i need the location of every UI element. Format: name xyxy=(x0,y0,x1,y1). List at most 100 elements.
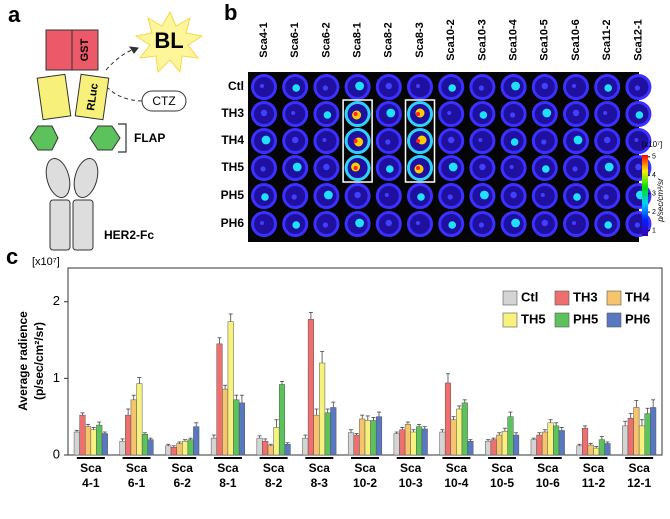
well-core xyxy=(261,135,271,145)
well-core xyxy=(541,219,548,227)
row-label: PH6 xyxy=(221,216,245,230)
well-core xyxy=(542,165,550,173)
colorbar-tick-label: 1 xyxy=(652,227,656,234)
bar xyxy=(353,434,360,456)
bar xyxy=(176,443,183,456)
colorbar-tick-label: 3 xyxy=(652,191,656,198)
well-hotspot xyxy=(416,139,420,143)
legend-swatch xyxy=(606,312,622,328)
well xyxy=(500,155,527,181)
well-core xyxy=(603,194,609,200)
well-core xyxy=(479,163,486,171)
column-label: Sca6-2 xyxy=(320,22,332,57)
well-core xyxy=(604,84,612,92)
well-core xyxy=(447,111,452,115)
well-core xyxy=(323,163,330,171)
bar xyxy=(238,402,245,456)
well-core xyxy=(510,138,519,146)
well-core xyxy=(292,84,301,92)
bar xyxy=(375,416,383,456)
bar xyxy=(622,425,629,456)
bar xyxy=(638,425,646,456)
legend-label: PH6 xyxy=(625,311,650,326)
well-core xyxy=(260,166,266,172)
legend-swatch xyxy=(606,290,622,306)
well-core xyxy=(323,111,332,119)
bar xyxy=(416,426,423,456)
colorbar-tick-label: 2 xyxy=(652,209,656,216)
bar xyxy=(96,424,103,456)
well-core xyxy=(448,221,457,229)
well-core xyxy=(573,193,581,201)
rluc-label: RLuc xyxy=(85,83,101,112)
well-core xyxy=(511,218,520,228)
rluc-box xyxy=(74,73,110,121)
well xyxy=(531,183,558,209)
x-tick-label: Sca 6-2 xyxy=(172,461,194,490)
bar xyxy=(256,437,263,456)
well-hotspot xyxy=(353,139,358,143)
well-core xyxy=(385,82,392,90)
well-core xyxy=(260,109,268,117)
well-core xyxy=(385,219,392,227)
bar xyxy=(101,433,108,456)
bar xyxy=(364,420,371,456)
x-tick-label: Sca 10-2 xyxy=(353,461,377,490)
bar xyxy=(347,432,355,456)
bar xyxy=(650,407,657,456)
x-tick-label: Sca 10-5 xyxy=(490,461,514,490)
flap-label: FLAP xyxy=(134,131,165,145)
bar xyxy=(582,427,589,456)
well-core xyxy=(511,81,520,91)
bar xyxy=(461,402,468,456)
bl-label: BL xyxy=(154,28,183,53)
well-core xyxy=(384,193,389,197)
well-core xyxy=(292,221,301,229)
bar xyxy=(627,417,634,456)
diagram xyxy=(29,10,204,251)
well-core xyxy=(386,165,394,173)
panel-label: c xyxy=(6,244,18,269)
well-core xyxy=(510,191,517,199)
y-tick-label: 0 xyxy=(53,446,60,461)
bar xyxy=(598,439,605,456)
column-label: Sca11-2 xyxy=(601,20,613,61)
colorbar-tick-label: 5 xyxy=(652,154,656,161)
bar xyxy=(267,445,274,456)
legend-label: TH5 xyxy=(521,311,546,326)
column-label: Sca8-1 xyxy=(352,22,364,57)
rluc-box xyxy=(36,73,72,121)
well-core xyxy=(448,162,458,172)
bracket xyxy=(118,123,127,153)
bar xyxy=(130,399,137,456)
well-core xyxy=(634,85,641,91)
well-core xyxy=(541,82,548,90)
well xyxy=(282,101,309,127)
bar xyxy=(307,319,314,456)
well xyxy=(375,183,402,209)
bar xyxy=(501,430,508,456)
bar xyxy=(302,437,309,456)
bar xyxy=(359,418,366,456)
bar xyxy=(330,407,337,456)
well-core xyxy=(417,135,427,145)
x-tick-label: Sca 8-3 xyxy=(309,461,331,490)
x-tick-label: Sca 12-1 xyxy=(627,461,651,490)
bar xyxy=(507,416,514,456)
well-core xyxy=(322,138,327,142)
well-core xyxy=(448,136,455,144)
well-core xyxy=(478,222,484,228)
bar xyxy=(410,431,417,456)
y-axis-unit: (p/sec/cm²/sr) xyxy=(32,322,46,400)
bar xyxy=(319,362,326,456)
legend-swatch xyxy=(554,312,570,328)
legend-swatch xyxy=(502,290,518,306)
bar xyxy=(604,443,611,456)
bar xyxy=(467,440,474,456)
bar xyxy=(593,447,600,456)
bar xyxy=(558,430,565,456)
colorbar-tick-label: 4 xyxy=(652,172,656,179)
legend-label: PH5 xyxy=(573,311,598,326)
column-label: Sca8-2 xyxy=(383,22,395,57)
